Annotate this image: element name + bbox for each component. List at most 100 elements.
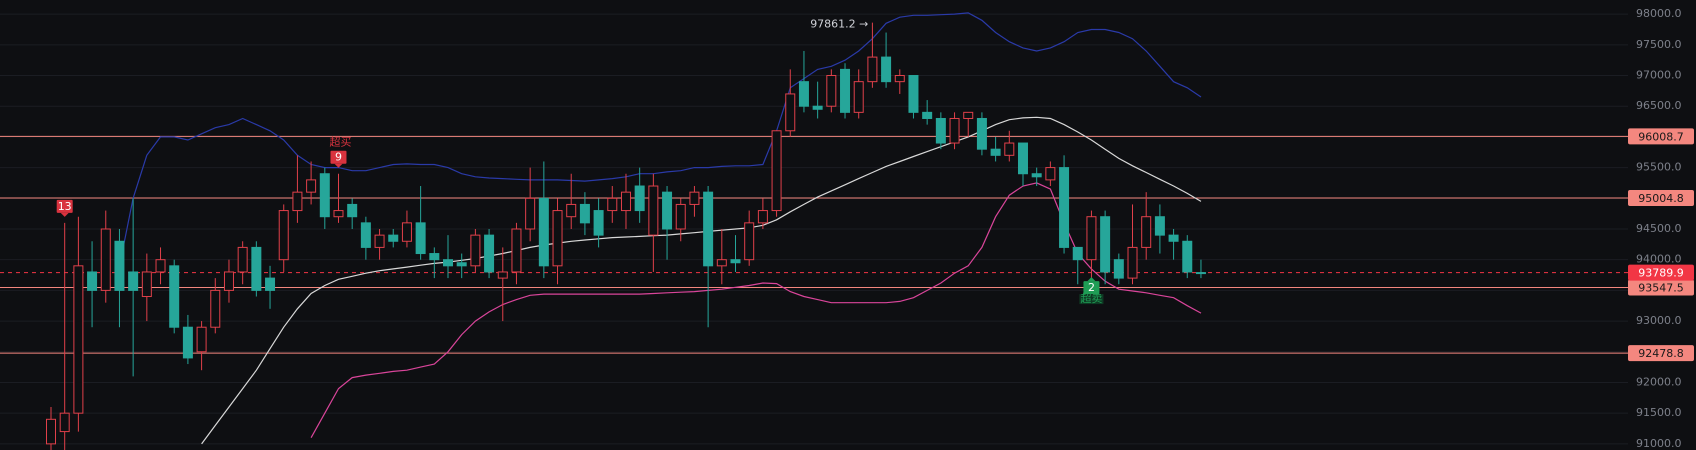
candle-body xyxy=(620,191,631,212)
marker-label: 13 xyxy=(58,200,72,213)
candle-body xyxy=(141,271,152,298)
y-tick-label: 97000.0 xyxy=(1636,69,1682,82)
candle-body xyxy=(265,277,276,291)
candle-body xyxy=(306,179,317,193)
candle-body xyxy=(1154,216,1165,236)
candle-body xyxy=(360,222,371,248)
level-tag xyxy=(1628,190,1694,206)
band-line xyxy=(118,12,1202,266)
candle-body xyxy=(456,262,467,267)
candle-body xyxy=(1086,216,1097,261)
marker-label: 2 xyxy=(1088,281,1095,294)
candle-body xyxy=(319,173,330,218)
y-tick-label: 93000.0 xyxy=(1636,314,1682,327)
candle-body xyxy=(867,56,878,83)
candle-body xyxy=(716,259,727,267)
marker-note-box xyxy=(1079,294,1104,305)
candle-body xyxy=(1045,167,1056,181)
candle-body xyxy=(703,191,714,267)
price-axis xyxy=(1628,0,1696,450)
candle-body xyxy=(935,117,946,144)
candle-body xyxy=(949,117,960,144)
candle-body xyxy=(237,246,248,273)
candle-body xyxy=(826,75,837,107)
candle-body xyxy=(401,222,412,242)
candle-body xyxy=(470,234,481,267)
candle-body xyxy=(1100,216,1111,273)
candle-body xyxy=(100,228,111,291)
marker-box xyxy=(330,150,347,164)
candle-body xyxy=(648,185,659,236)
y-tick-label: 95500.0 xyxy=(1636,161,1682,174)
last-price-tag xyxy=(1628,264,1694,281)
candle-body xyxy=(771,130,782,212)
candle-body xyxy=(990,148,1001,156)
level-tag-label: 93547.5 xyxy=(1638,281,1684,294)
candle-body xyxy=(894,75,905,83)
marker-pointer xyxy=(60,212,69,217)
candle-body xyxy=(1141,216,1152,248)
candle-body xyxy=(1017,142,1028,175)
candle-body xyxy=(1004,142,1015,156)
candle-body xyxy=(374,234,385,248)
candle-body xyxy=(511,228,522,273)
candle-body xyxy=(607,197,618,212)
y-tick-label: 98000.0 xyxy=(1636,7,1682,20)
candle-body xyxy=(963,111,974,119)
candle-body xyxy=(675,203,686,230)
y-tick-label: 91500.0 xyxy=(1636,406,1682,419)
candle-body xyxy=(525,197,536,230)
candle-body xyxy=(415,222,426,255)
candle-body xyxy=(210,289,221,328)
candle-body xyxy=(182,326,193,359)
y-tick-label: 97500.0 xyxy=(1636,38,1682,51)
candle-body xyxy=(853,81,864,113)
candle-body xyxy=(1072,246,1083,261)
candle-body xyxy=(169,265,180,328)
candle-body xyxy=(538,197,549,267)
candle-body xyxy=(278,210,289,261)
candle-body xyxy=(46,418,56,445)
candle-body xyxy=(497,271,508,279)
candle-body xyxy=(128,271,139,291)
candle-body xyxy=(785,93,796,132)
candle-body xyxy=(579,203,590,224)
marker-pointer xyxy=(334,163,343,168)
candle-body xyxy=(1168,234,1179,242)
candle-body xyxy=(976,117,987,150)
candle-body xyxy=(223,271,234,291)
y-tick-label: 92000.0 xyxy=(1636,375,1682,388)
candle-body xyxy=(689,191,700,205)
y-tick-label: 94500.0 xyxy=(1636,222,1682,235)
candle-body xyxy=(1113,259,1124,279)
candle-body xyxy=(73,265,84,414)
marker-pointer xyxy=(1087,277,1096,282)
y-tick-label: 96500.0 xyxy=(1636,99,1682,112)
candle-body xyxy=(566,203,577,218)
candle-body xyxy=(388,234,399,242)
last-price-label: 93789.9 xyxy=(1638,267,1684,280)
candle-body xyxy=(757,210,768,224)
candle-body xyxy=(634,185,645,212)
candle-body xyxy=(881,56,892,83)
candle-body xyxy=(593,210,604,236)
candle-body xyxy=(840,68,851,113)
candle-body xyxy=(812,105,823,110)
band-line xyxy=(310,182,1202,438)
candle-body xyxy=(662,191,673,230)
candle-body xyxy=(429,253,440,261)
y-tick-label: 94000.0 xyxy=(1636,253,1682,266)
candle-body xyxy=(59,412,70,433)
candle-body xyxy=(1059,167,1070,248)
candle-body xyxy=(744,222,755,261)
candle-body xyxy=(1182,240,1193,273)
candle-body xyxy=(552,210,563,267)
level-tag xyxy=(1628,345,1694,362)
max-label: 97861.2 → xyxy=(810,18,868,31)
level-tag-label: 92478.8 xyxy=(1638,347,1684,360)
candle-body xyxy=(484,234,495,273)
y-tick-label: 91000.0 xyxy=(1636,437,1682,450)
level-tag-label: 96008.7 xyxy=(1638,130,1684,143)
